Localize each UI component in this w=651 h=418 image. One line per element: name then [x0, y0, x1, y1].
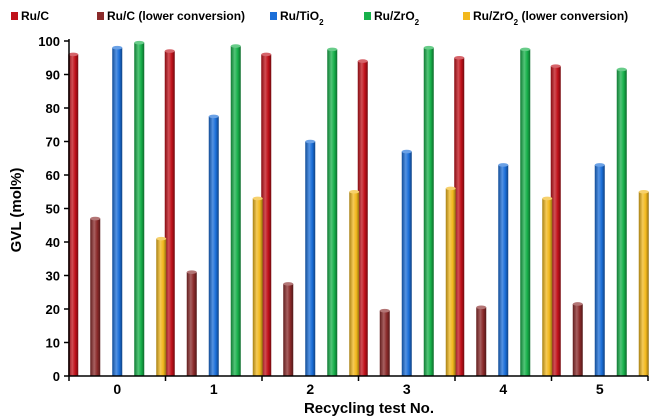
y-tick-label: 30 [46, 269, 60, 284]
bar [164, 51, 175, 377]
bar [68, 54, 79, 377]
bar-top [186, 270, 197, 274]
bar [542, 198, 553, 376]
bar-top [164, 49, 175, 53]
y-tick-label: 60 [46, 168, 60, 183]
bar-top [401, 149, 412, 154]
bar [186, 272, 197, 376]
y-tick-label: 0 [53, 369, 60, 384]
bar-top [550, 64, 561, 68]
bar [638, 191, 649, 376]
bar [498, 164, 509, 376]
y-tick-label: 40 [46, 235, 60, 250]
y-tick-label: 70 [46, 135, 60, 150]
bar-top [230, 44, 241, 48]
bar-top [252, 196, 263, 201]
bar-top [638, 189, 649, 194]
bar-top [357, 59, 368, 63]
bar-top [445, 186, 456, 191]
bar-top [156, 236, 167, 241]
legend-item: Ru/ZrO2 [364, 9, 420, 27]
legend-label: Ru/ZrO2 [374, 9, 420, 27]
bar-top [423, 45, 434, 50]
legend-item: Ru/ZrO2 (lower conversion) [463, 9, 628, 27]
legend-item: Ru/C (lower conversion) [97, 9, 245, 23]
bar [445, 188, 456, 376]
bar [134, 42, 145, 377]
y-axis-label: GVL (mol%) [8, 168, 25, 253]
bar [208, 116, 219, 376]
bar-top [283, 282, 294, 286]
legend: Ru/C Ru/C (lower conversion) Ru/TiO2 Ru/ZrO… [11, 9, 628, 27]
bar [252, 198, 263, 376]
bar [283, 283, 294, 376]
x-tick-label: 1 [210, 381, 218, 397]
bar-top [112, 45, 123, 50]
bar [90, 218, 101, 376]
legend-swatch [463, 12, 470, 20]
bar [401, 151, 412, 376]
bar [305, 141, 316, 376]
bar-top [379, 308, 390, 313]
y-tick-label: 50 [46, 202, 60, 217]
y-tick-label: 10 [46, 336, 60, 351]
legend-label: Ru/ZrO2 (lower conversion) [473, 9, 628, 27]
bar [476, 307, 487, 376]
bar [616, 69, 627, 376]
bar-top [349, 189, 360, 194]
legend-item: Ru/TiO2 [270, 9, 324, 27]
bar-top [542, 196, 553, 201]
bar [594, 164, 605, 376]
bar-top [572, 302, 583, 306]
bar [572, 303, 583, 376]
bar [520, 49, 531, 376]
y-tick-label: 90 [46, 68, 60, 83]
bar [327, 49, 338, 376]
y-tick-label: 80 [46, 101, 60, 116]
legend-label: Ru/TiO2 [280, 9, 324, 27]
bar-top [476, 305, 487, 310]
x-tick-label: 2 [306, 381, 314, 397]
bars [68, 40, 649, 377]
bar-top [454, 55, 465, 60]
bar [379, 310, 390, 376]
bar [156, 238, 167, 376]
bar-top [594, 163, 605, 167]
bar-top [327, 47, 338, 52]
x-tick-label: 3 [403, 381, 411, 397]
bar [112, 47, 123, 376]
bar-top [520, 47, 531, 52]
bar-top [134, 40, 145, 45]
bar [349, 191, 360, 376]
legend-item: Ru/C [11, 9, 49, 23]
x-tick-label: 5 [596, 381, 604, 397]
legend-label: Ru/C (lower conversion) [107, 9, 245, 23]
bar-top [261, 52, 272, 57]
y-tick-label: 100 [38, 34, 60, 49]
bar [230, 46, 241, 377]
bar [357, 61, 368, 376]
legend-swatch [270, 12, 277, 20]
legend-swatch [11, 12, 18, 20]
legend-swatch [364, 12, 371, 20]
bar-top [68, 52, 79, 57]
bar [550, 66, 561, 376]
bar [261, 54, 272, 377]
axes: 0 10 20 30 40 50 60 70 80 90 100 0 1 2 3 4 5 [38, 34, 649, 397]
bar-top [90, 216, 101, 221]
legend-swatch [97, 12, 104, 20]
bar-top [208, 114, 219, 119]
x-tick-label: 0 [113, 381, 121, 397]
bar-top [616, 67, 627, 72]
legend-label: Ru/C [21, 9, 49, 23]
x-tick-label: 4 [499, 381, 507, 397]
bar [454, 57, 465, 376]
bar [423, 47, 434, 376]
y-tick-label: 20 [46, 302, 60, 317]
bar-top [498, 163, 509, 167]
x-axis-label: Recycling test No. [304, 400, 434, 417]
bar-top [305, 139, 316, 144]
